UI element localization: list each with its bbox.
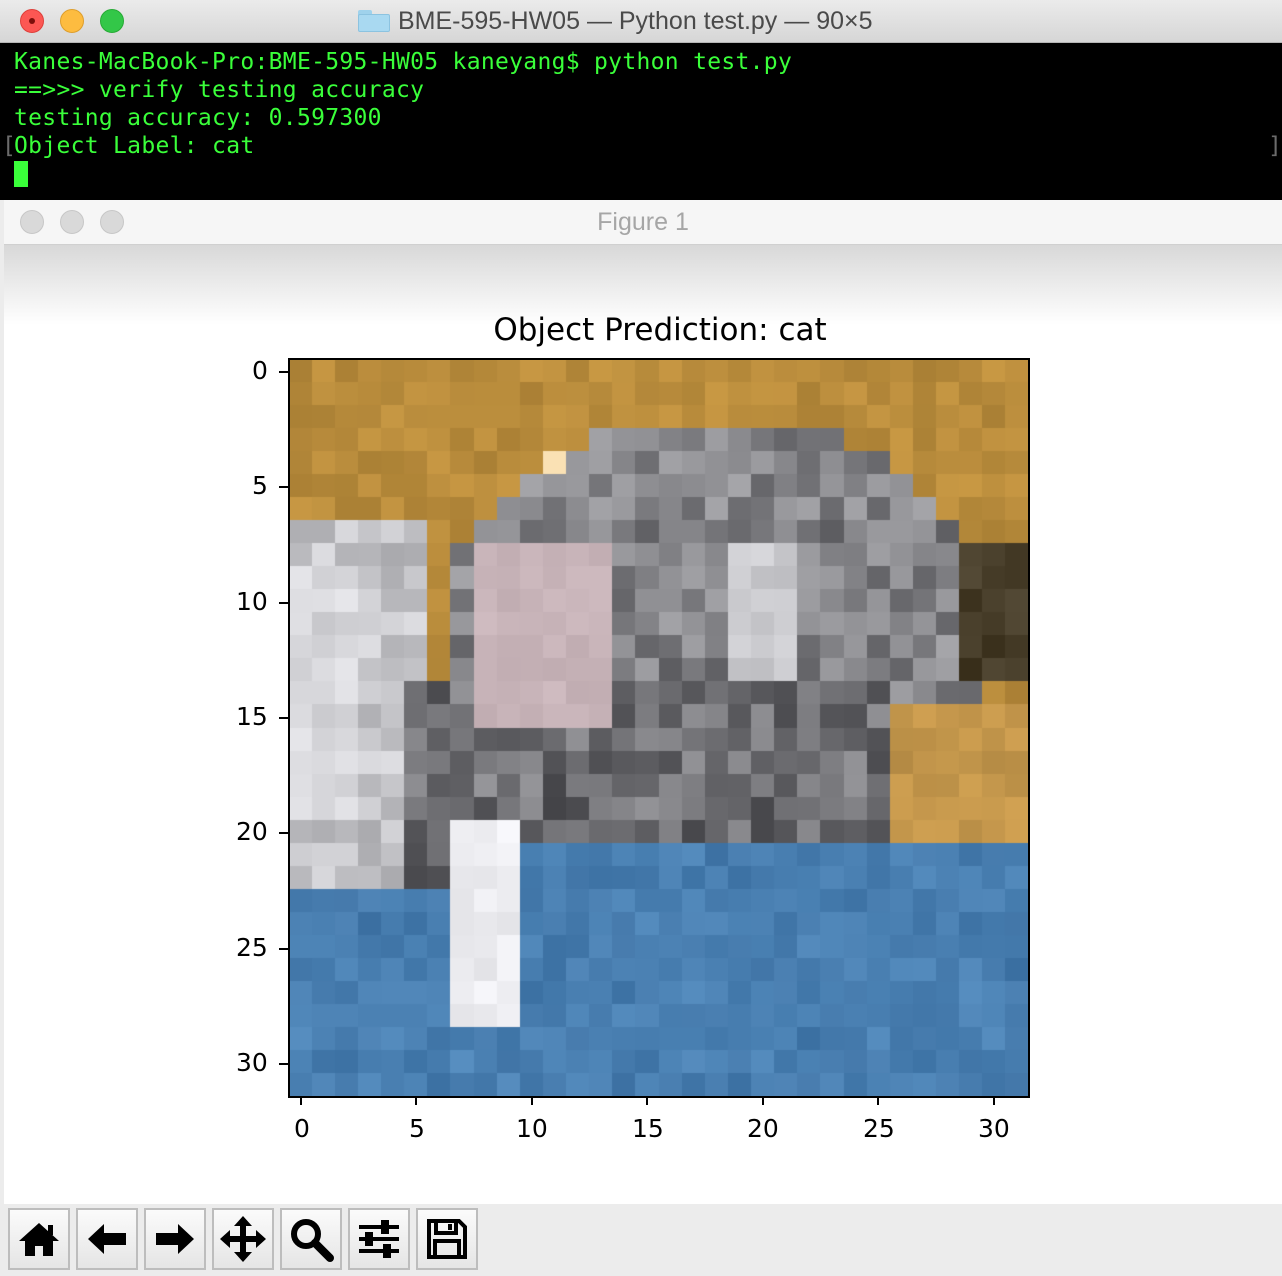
x-tick <box>531 1096 533 1105</box>
terminal-line: Kanes-MacBook-Pro:BME-595-HW05 kaneyang$… <box>14 49 793 75</box>
y-tick-label: 20 <box>236 817 268 846</box>
y-tick <box>279 486 288 488</box>
plot-title: Object Prediction: cat <box>493 312 827 348</box>
y-tick-label: 10 <box>236 587 268 616</box>
configure-subplots-button[interactable] <box>348 1208 410 1270</box>
close-button[interactable] <box>20 9 44 33</box>
window-shadow <box>4 245 1282 325</box>
arrow-left-icon <box>88 1224 126 1254</box>
x-tick-label: 0 <box>294 1114 310 1143</box>
minimize-button[interactable] <box>60 9 84 33</box>
zoom-button[interactable] <box>100 210 124 234</box>
sliders-icon <box>359 1220 399 1258</box>
figure-window: Figure 1 Object Prediction: cat 0 5 10 1… <box>4 200 1282 1276</box>
x-tick-label: 15 <box>632 1114 664 1143</box>
y-tick <box>279 602 288 604</box>
x-tick-label: 30 <box>978 1114 1010 1143</box>
home-button[interactable] <box>8 1208 70 1270</box>
figure-titlebar[interactable]: Figure 1 <box>4 200 1282 245</box>
arrow-right-icon <box>156 1224 194 1254</box>
magnifier-icon <box>291 1219 334 1262</box>
x-tick-label: 5 <box>409 1114 425 1143</box>
cat-image <box>289 359 1029 1097</box>
y-tick-label: 5 <box>252 471 268 500</box>
terminal-title-text: BME-595-HW05 — Python test.py — 90×5 <box>398 6 873 35</box>
x-tick <box>877 1096 879 1105</box>
terminal-line: ==>>> verify testing accuracy <box>14 77 425 103</box>
y-tick-label: 30 <box>236 1048 268 1077</box>
figure-title: Figure 1 <box>597 208 689 236</box>
terminal-line: testing accuracy: 0.597300 <box>14 105 382 131</box>
close-button[interactable] <box>20 210 44 234</box>
x-tick-label: 25 <box>863 1114 895 1143</box>
x-tick <box>993 1096 995 1105</box>
save-button[interactable] <box>416 1208 478 1270</box>
minimize-button[interactable] <box>60 210 84 234</box>
terminal-titlebar[interactable]: BME-595-HW05 — Python test.py — 90×5 <box>0 0 1282 43</box>
x-tick <box>300 1096 302 1105</box>
zoom-to-rect-button[interactable] <box>280 1208 342 1270</box>
mark-bracket-right: ] <box>1268 133 1282 159</box>
terminal-cursor <box>14 161 28 187</box>
back-button[interactable] <box>76 1208 138 1270</box>
x-tick <box>762 1096 764 1105</box>
y-tick <box>279 832 288 834</box>
y-tick <box>279 371 288 373</box>
mark-bracket-left: [ <box>2 133 16 159</box>
folder-icon <box>358 10 390 32</box>
floppy-disk-icon <box>427 1219 467 1259</box>
x-tick <box>646 1096 648 1105</box>
x-tick <box>415 1096 417 1105</box>
x-tick-label: 20 <box>747 1114 779 1143</box>
x-tick-label: 10 <box>516 1114 548 1143</box>
terminal-output[interactable]: Kanes-MacBook-Pro:BME-595-HW05 kaneyang$… <box>0 43 1282 200</box>
y-tick <box>279 948 288 950</box>
pan-button[interactable] <box>212 1208 274 1270</box>
terminal-title: BME-595-HW05 — Python test.py — 90×5 <box>358 7 873 35</box>
zoom-button[interactable] <box>100 9 124 33</box>
home-icon <box>19 1223 59 1256</box>
y-tick-label: 15 <box>236 702 268 731</box>
move-icon <box>220 1216 266 1262</box>
y-tick-label: 25 <box>236 933 268 962</box>
terminal-line: Object Label: cat <box>14 133 255 159</box>
terminal-window: BME-595-HW05 — Python test.py — 90×5 Kan… <box>0 0 1282 200</box>
y-tick-label: 0 <box>252 356 268 385</box>
forward-button[interactable] <box>144 1208 206 1270</box>
y-tick <box>279 1063 288 1065</box>
matplotlib-toolbar <box>4 1204 1282 1276</box>
y-tick <box>279 717 288 719</box>
